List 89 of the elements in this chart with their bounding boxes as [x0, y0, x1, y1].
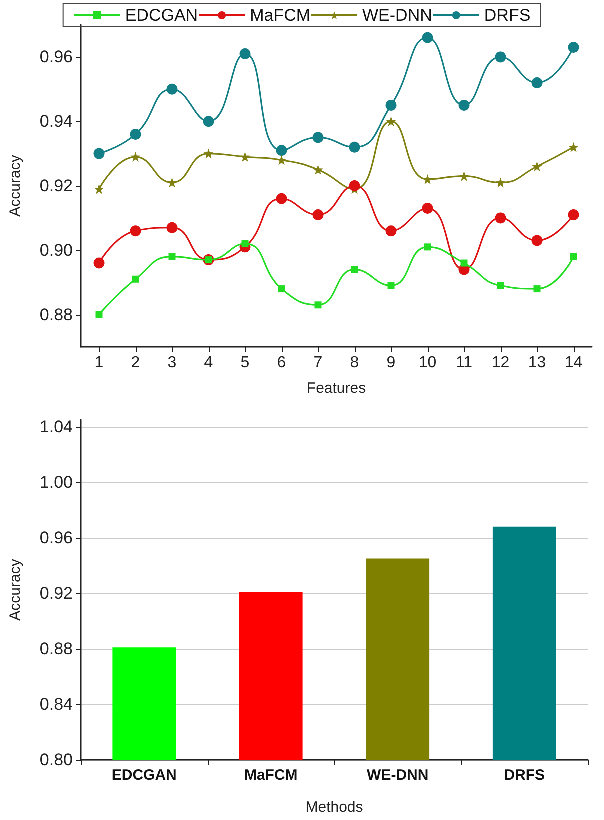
- point: [422, 32, 434, 44]
- y-tick-label: 0.96: [40, 48, 73, 67]
- x-tick-label: 8: [350, 354, 360, 372]
- x-tick-label: 5: [240, 354, 250, 372]
- point: [94, 184, 104, 194]
- x-tick-label: 7: [314, 354, 323, 372]
- point: [496, 178, 506, 188]
- point: [570, 253, 578, 260]
- x-tick-label: 13: [528, 354, 546, 372]
- point: [130, 152, 141, 162]
- point: [532, 77, 543, 88]
- y-tick-label: 1.04: [40, 417, 73, 436]
- y-tick-label: 0.88: [40, 639, 73, 658]
- point: [94, 258, 105, 269]
- point: [168, 253, 176, 260]
- x-tick-label: 11: [456, 354, 473, 372]
- x-tick-label: 12: [492, 354, 510, 372]
- point: [460, 260, 468, 267]
- x-tick-label: DRFS: [504, 767, 546, 784]
- y-axis-title: Accuracy: [7, 154, 24, 217]
- point: [422, 174, 433, 185]
- point: [313, 164, 324, 175]
- point: [276, 193, 288, 204]
- y-tick-label: 0.80: [40, 750, 73, 770]
- x-tick-label: 4: [204, 354, 214, 372]
- point: [388, 282, 395, 290]
- legend-label: WE-DNN: [362, 6, 432, 25]
- point: [204, 148, 214, 159]
- x-tick-label: WE-DNN: [367, 767, 429, 784]
- x-axis-title: Methods: [306, 799, 364, 816]
- point: [278, 286, 286, 293]
- point: [166, 84, 178, 95]
- x-tick-label: 6: [277, 354, 286, 372]
- point: [240, 152, 250, 162]
- point: [203, 116, 214, 128]
- point: [167, 178, 178, 188]
- point: [130, 128, 142, 140]
- x-tick-label: 3: [168, 354, 177, 372]
- y-tick-label: 0.84: [40, 694, 73, 714]
- x-tick-label: 2: [131, 354, 140, 372]
- x-tick-label: 9: [386, 354, 396, 372]
- x-tick-label: EDCGAN: [112, 767, 177, 784]
- point: [386, 100, 397, 111]
- point: [312, 132, 324, 144]
- point: [386, 226, 397, 237]
- point: [94, 148, 105, 160]
- y-tick-label: 0.88: [40, 305, 73, 324]
- point: [349, 180, 360, 192]
- point: [497, 282, 504, 290]
- point: [240, 48, 251, 60]
- point: [534, 286, 541, 293]
- point: [532, 162, 542, 172]
- point: [568, 142, 579, 152]
- point: [495, 212, 506, 224]
- point: [495, 52, 506, 63]
- y-tick-label: 0.92: [40, 176, 73, 196]
- point: [532, 235, 543, 246]
- y-tick-label: 1.00: [40, 472, 73, 492]
- x-tick-label: MaFCM: [244, 767, 298, 784]
- point: [349, 142, 360, 153]
- legend-label: EDCGAN: [125, 6, 198, 25]
- point: [351, 266, 358, 274]
- point: [568, 209, 580, 220]
- point: [312, 209, 324, 220]
- point: [242, 240, 249, 248]
- point: [132, 276, 140, 283]
- x-tick-label: 1: [94, 354, 104, 372]
- y-tick-label: 0.92: [40, 584, 73, 603]
- x-tick-label: 10: [418, 354, 437, 372]
- y-axis-title: Accuracy: [7, 558, 24, 621]
- point: [276, 155, 287, 166]
- x-axis-title: Features: [306, 380, 366, 397]
- point: [568, 42, 580, 54]
- legend-label: DRFS: [484, 6, 531, 25]
- point: [314, 302, 322, 309]
- point: [276, 145, 288, 156]
- point: [166, 222, 178, 234]
- point: [386, 116, 396, 127]
- point: [422, 203, 434, 214]
- y-tick-label: 0.94: [40, 112, 73, 132]
- point: [130, 226, 142, 237]
- point: [459, 171, 470, 182]
- y-tick-label: 0.96: [40, 528, 73, 548]
- point: [96, 311, 103, 318]
- x-tick-label: 14: [564, 354, 583, 372]
- point: [424, 244, 432, 251]
- y-tick-label: 0.90: [40, 240, 73, 260]
- point: [458, 100, 470, 111]
- legend-label: MaFCM: [250, 6, 311, 25]
